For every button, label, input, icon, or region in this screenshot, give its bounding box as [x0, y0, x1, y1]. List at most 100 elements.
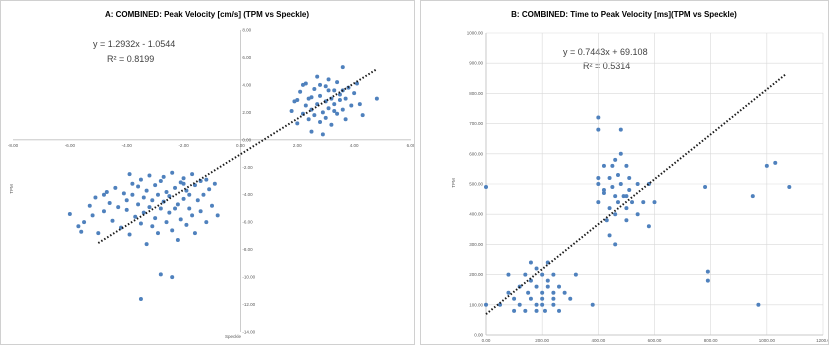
chart-a-data-point	[300, 82, 305, 87]
chart-a-data-point	[136, 202, 141, 207]
chart-a-data-point	[150, 198, 155, 203]
chart-a-data-point	[167, 210, 172, 215]
chart-a-data-point	[138, 221, 143, 226]
chart-a-data-point	[178, 217, 183, 222]
chart-b-data-point	[545, 284, 550, 289]
chart-a-equation: y = 1.2932x - 1.0544	[93, 39, 175, 49]
chart-b-data-point	[646, 224, 651, 229]
chart-panel-a: A: COMBINED: Peak Velocity [cm/s] (TPM v…	[0, 0, 415, 345]
chart-a-data-point	[192, 231, 197, 236]
chart-b-data-point	[615, 200, 620, 205]
chart-a-data-point	[101, 192, 106, 197]
chart-a-data-point	[67, 211, 72, 216]
chart-a-data-point	[318, 82, 323, 87]
chart-b-data-point	[613, 212, 618, 217]
chart-a-data-point	[170, 275, 175, 280]
chart-a-data-point	[309, 129, 314, 134]
chart-a-y-tick-label: 4.00	[242, 82, 251, 87]
chart-a-data-point	[141, 210, 146, 215]
chart-a-y-tick-label: -2.00	[242, 165, 253, 170]
chart-b-data-point	[484, 185, 488, 190]
chart-a-data-point	[326, 77, 331, 82]
chart-b-data-point	[627, 188, 632, 193]
chart-a-data-point	[332, 108, 337, 113]
chart-a-data-point	[170, 170, 175, 175]
chart-a-data-point	[295, 121, 300, 126]
chart-a-data-point	[335, 111, 340, 116]
chart-b-data-point	[534, 302, 539, 307]
chart-a-data-point	[113, 185, 118, 190]
chart-a-r2: R² = 0.8199	[107, 54, 154, 64]
chart-b-data-point	[542, 308, 547, 313]
chart-a-data-point	[76, 224, 81, 229]
chart-a-data-point	[318, 93, 323, 98]
chart-b-data-point	[610, 163, 615, 168]
chart-a-data-point	[82, 220, 87, 225]
chart-a-data-point	[181, 196, 186, 201]
chart-b-data-point	[523, 308, 528, 313]
chart-b-data-point	[512, 296, 517, 301]
chart-b-data-point	[528, 260, 533, 265]
chart-b-title: B: COMBINED: Time to Peak Velocity [ms](…	[511, 10, 737, 19]
chart-b-data-point	[601, 163, 606, 168]
chart-a-data-point	[289, 108, 294, 113]
chart-b-data-point	[551, 272, 556, 277]
chart-b-data-point	[484, 302, 488, 307]
chart-a-svg: A: COMBINED: Peak Velocity [cm/s] (TPM v…	[8, 10, 414, 339]
chart-a-data-point	[116, 205, 121, 210]
chart-a-y-tick-label: -8.00	[242, 247, 253, 252]
chart-b-y-tick-label: 100.00	[469, 302, 483, 307]
chart-b-data-point	[705, 278, 710, 283]
chart-b-data-point	[624, 218, 629, 223]
chart-a-data-point	[207, 187, 212, 192]
chart-b-data-point	[528, 296, 533, 301]
chart-a-y-tick-label: -6.00	[242, 220, 253, 225]
chart-a-data-point	[127, 232, 132, 237]
chart-a-data-point	[155, 231, 160, 236]
chart-b-data-point	[624, 194, 629, 199]
chart-a-data-point	[153, 216, 158, 221]
chart-b-data-point	[624, 206, 629, 211]
chart-a-x-tick-label: -4.00	[122, 143, 133, 148]
chart-b-data-point	[613, 194, 618, 199]
chart-a-data-point	[130, 181, 135, 186]
chart-b-data-point	[526, 290, 531, 295]
chart-b-data-point	[551, 302, 556, 307]
chart-a-data-point	[90, 213, 95, 218]
chart-b-data-point	[613, 242, 618, 247]
chart-a-data-point	[133, 214, 138, 219]
chart-b-ylabel: TPM	[451, 178, 456, 188]
chart-b-gridlines	[485, 32, 824, 336]
chart-a-data-point	[343, 117, 348, 122]
chart-a-x-tick-label: -8.00	[8, 143, 19, 148]
chart-a-data-point	[138, 177, 143, 182]
chart-b-data-point	[568, 296, 573, 301]
chart-a-data-point	[298, 89, 303, 94]
chart-b-data-point	[540, 290, 545, 295]
chart-b-data-point	[610, 185, 615, 190]
chart-a-data-point	[110, 218, 115, 223]
chart-a-y-tick-label: -10.00	[242, 275, 255, 280]
chart-a-data-point	[320, 132, 325, 137]
chart-b-data-point	[540, 296, 545, 301]
chart-a-data-point	[329, 122, 334, 127]
chart-b-svg: B: COMBINED: Time to Peak Velocity [ms](…	[451, 10, 828, 344]
chart-a-data-point	[337, 98, 342, 103]
chart-b-data-point	[506, 290, 511, 295]
chart-a-data-point	[190, 213, 195, 218]
chart-b-trendline	[485, 72, 788, 315]
chart-a-data-point	[158, 272, 163, 277]
chart-a-data-point	[136, 184, 141, 189]
chart-a-data-point	[147, 173, 152, 178]
chart-b-data-point	[607, 233, 612, 238]
chart-b-data-point	[615, 172, 620, 177]
chart-b-data-point	[545, 278, 550, 283]
chart-a-data-point	[147, 205, 152, 210]
chart-b-axes: 0.00 200.00 400.00 600.00 800.00 1000.00 1200.…	[467, 31, 828, 344]
chart-a-data-point	[107, 200, 112, 205]
chart-b-data-point	[557, 284, 562, 289]
chart-a-data-point	[173, 206, 178, 211]
chart-a-data-point	[164, 220, 169, 225]
chart-b-data-point	[562, 290, 567, 295]
chart-a-data-point	[312, 87, 317, 92]
